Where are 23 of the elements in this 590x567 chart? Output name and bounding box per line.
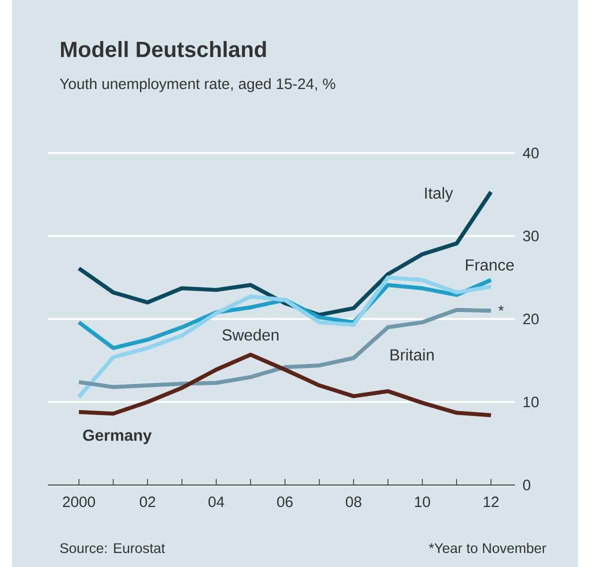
x-tick-label: 10 xyxy=(415,496,430,508)
chart-subtitle: Youth unemployment rate, aged 15-24, % xyxy=(60,78,336,92)
annotation: * xyxy=(498,306,504,311)
text: *Year to November xyxy=(428,542,546,554)
series-label: Britain xyxy=(390,348,434,361)
y-tick-label: 10 xyxy=(524,396,539,408)
y-tick-label: 40 xyxy=(522,148,539,158)
y-tick-label: 30 xyxy=(523,230,539,242)
series-label: Sweden xyxy=(222,328,278,341)
series-label: Italy xyxy=(425,187,454,202)
line-series xyxy=(76,275,493,400)
y-tick-label: 20 xyxy=(523,314,539,324)
series-label: Germany xyxy=(83,430,152,444)
x-tick-label: 06 xyxy=(277,496,293,508)
y-tick-label: 0 xyxy=(523,480,530,490)
chart-title: Modell Deutschland xyxy=(61,41,266,58)
series-label: France xyxy=(466,259,514,271)
x-tick-label: 12 xyxy=(484,496,499,507)
x-tick-label: 08 xyxy=(346,496,362,508)
x-tick-label: 04 xyxy=(208,496,224,508)
x-tick-label: 2000 xyxy=(62,496,95,508)
x-tick-label: 02 xyxy=(140,496,156,508)
source-note: Source: Eurostat xyxy=(60,543,165,554)
